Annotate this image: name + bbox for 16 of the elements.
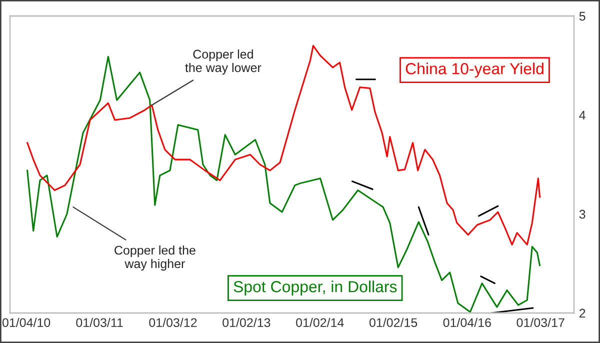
x-tick-label: 01/02/13 — [222, 318, 270, 328]
text: China 10-year Yield — [406, 62, 544, 78]
x-tick-label: 01/03/12 — [149, 318, 197, 328]
x-tick-label: 01/02/15 — [369, 318, 418, 328]
x-tick-label: 01/04/16 — [443, 318, 491, 328]
series-label: Spot Copper, in Dollars — [234, 280, 397, 296]
x-tick-label: 01/03/11 — [76, 318, 123, 328]
annotation: Copper led the way lower — [185, 49, 262, 75]
x-tick-label: 01/03/17 — [516, 318, 564, 328]
y-tick-label: 4 — [579, 110, 586, 120]
y-tick-label: 3 — [579, 210, 586, 219]
y-tick-label: 5 — [579, 12, 586, 21]
x-tick-label: 01/04/10 — [2, 318, 50, 328]
x-tick-label: 01/02/14 — [296, 318, 344, 328]
annotation: Copper led the way higher — [114, 245, 196, 271]
y-tick-label: 2 — [579, 308, 586, 318]
